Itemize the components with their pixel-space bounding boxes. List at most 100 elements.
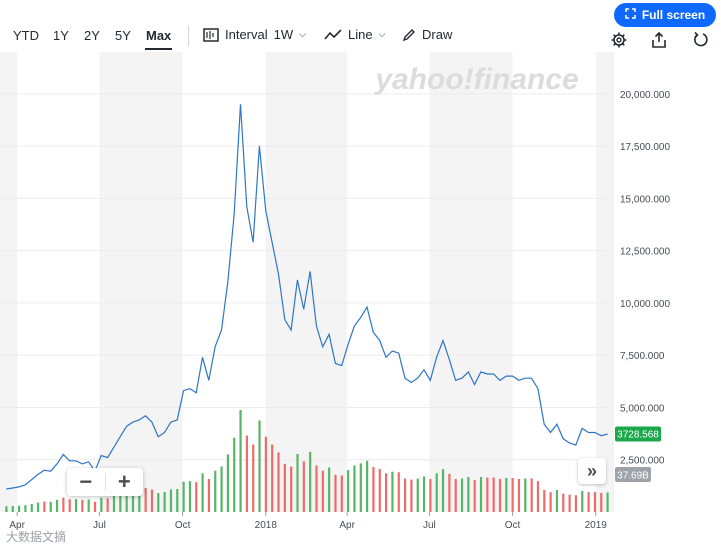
settings-icon[interactable]: [610, 31, 628, 49]
volume-bar: [435, 473, 438, 512]
range-1y-button[interactable]: 1Y: [53, 28, 69, 43]
volume-bar: [17, 505, 21, 512]
x-tick-label: Jul: [423, 520, 436, 531]
y-axis-ticks: 2,500.000 5,000.000 7,500.000 10,000.000 12,…: [620, 90, 670, 467]
volume-bar: [24, 505, 27, 512]
volume-bar: [226, 454, 230, 512]
y-tick-label: 12,500.000: [620, 247, 670, 258]
share-icon[interactable]: [650, 31, 668, 49]
volume-bar: [169, 489, 173, 512]
volume-bar: [328, 467, 331, 512]
volume-bar: [55, 499, 59, 512]
volume-bar: [36, 502, 40, 512]
volume-bar: [600, 492, 603, 512]
time-band: [265, 52, 348, 512]
range-max-button[interactable]: Max: [146, 28, 172, 43]
volume-bar: [245, 435, 248, 512]
volume-bar: [359, 463, 362, 512]
x-tick-label: 2018: [255, 520, 278, 531]
volume-bar: [62, 497, 65, 512]
range-2y-button[interactable]: 2Y: [84, 28, 100, 43]
toolbar-divider: [188, 26, 189, 46]
last-price-badge: 3728.568: [615, 426, 661, 442]
volume-bar: [214, 470, 217, 512]
volume-bar: [568, 494, 571, 512]
volume-bar: [581, 491, 584, 512]
volume-bar: [448, 473, 451, 512]
volume-bar: [391, 471, 394, 512]
volume-bar: [5, 506, 8, 512]
scroll-to-latest-button[interactable]: »: [578, 458, 606, 484]
volume-bar: [43, 501, 46, 512]
volume-bar: [498, 479, 502, 512]
chart-type-dropdown[interactable]: Line ⌵: [324, 27, 385, 42]
volume-bar: [49, 501, 52, 512]
draw-label: Draw: [422, 27, 453, 42]
range-ytd-button[interactable]: YTD: [13, 28, 39, 43]
volume-bar: [486, 477, 489, 512]
volume-bar: [296, 453, 299, 512]
volume-bar: [283, 463, 286, 512]
range-5y-button[interactable]: 5Y: [115, 28, 131, 43]
volume-bar: [397, 472, 400, 512]
volume-bar: [11, 505, 14, 512]
volume-bar: [150, 489, 154, 512]
volume-bar: [176, 488, 179, 512]
volume-bar: [138, 488, 141, 512]
volume-bar: [125, 490, 128, 512]
time-band: [595, 52, 612, 512]
reset-icon[interactable]: [692, 31, 710, 49]
volume-bar: [340, 475, 343, 512]
volume-bars: [5, 410, 609, 512]
zoom-out-button[interactable]: −: [79, 469, 93, 494]
volume-bar: [536, 481, 540, 512]
volume-bar: [549, 492, 552, 512]
volume-bar: [201, 473, 204, 512]
volume-bar: [188, 481, 192, 512]
x-tick-label: 2019: [585, 520, 608, 531]
volume-bar: [385, 473, 388, 512]
x-tick-label: Apr: [9, 520, 25, 531]
zoom-in-button[interactable]: +: [117, 469, 131, 494]
draw-button[interactable]: Draw: [402, 27, 452, 42]
volume-bar: [378, 469, 381, 512]
time-band: [99, 52, 183, 512]
volume-bar: [239, 410, 242, 512]
zoom-separator: [104, 473, 106, 491]
active-range-underline: [145, 48, 172, 50]
price-chart[interactable]: yahoo!finance 2,500.000 5,000.000 7,500.00…: [0, 50, 721, 549]
bottom-watermark: 大数据文摘: [6, 530, 67, 544]
time-band: [0, 52, 18, 512]
volume-bar: [93, 501, 97, 512]
volume-bar: [315, 465, 318, 512]
chevron-down-icon: ⌵: [299, 29, 306, 39]
y-tick-label: 2,500.000: [620, 456, 665, 467]
volume-bar: [30, 503, 33, 512]
last-volume-badge: 37.69B: [615, 467, 651, 482]
line-chart-icon: [324, 28, 342, 41]
volume-bar: [157, 493, 160, 512]
fullscreen-button[interactable]: Full screen: [614, 3, 716, 27]
volume-bar: [454, 479, 457, 512]
volume-bar: [87, 499, 90, 512]
volume-bar: [353, 465, 356, 512]
volume-bar: [511, 478, 514, 512]
y-tick-label: 5,000.000: [620, 403, 665, 414]
volume-bar: [321, 470, 324, 512]
volume-bar: [290, 466, 293, 512]
volume-bar: [163, 492, 166, 512]
volume-bar: [81, 499, 84, 512]
volume-bar: [347, 470, 350, 512]
x-axis-ticks: Apr Jul Oct 2018 Apr Jul Oct 2019: [9, 512, 607, 531]
volume-bar: [258, 420, 261, 512]
interval-dropdown[interactable]: Interval 1W ⌵: [203, 27, 306, 42]
x-tick-label: Jul: [93, 520, 106, 531]
volume-bar: [119, 493, 122, 512]
volume-bar: [410, 479, 413, 512]
volume-bar: [302, 461, 305, 512]
volume-bar: [220, 466, 223, 512]
volume-bar: [492, 477, 495, 512]
y-tick-label: 20,000.000: [620, 90, 670, 101]
volume-bar: [144, 487, 147, 512]
volume-bar: [195, 482, 198, 512]
